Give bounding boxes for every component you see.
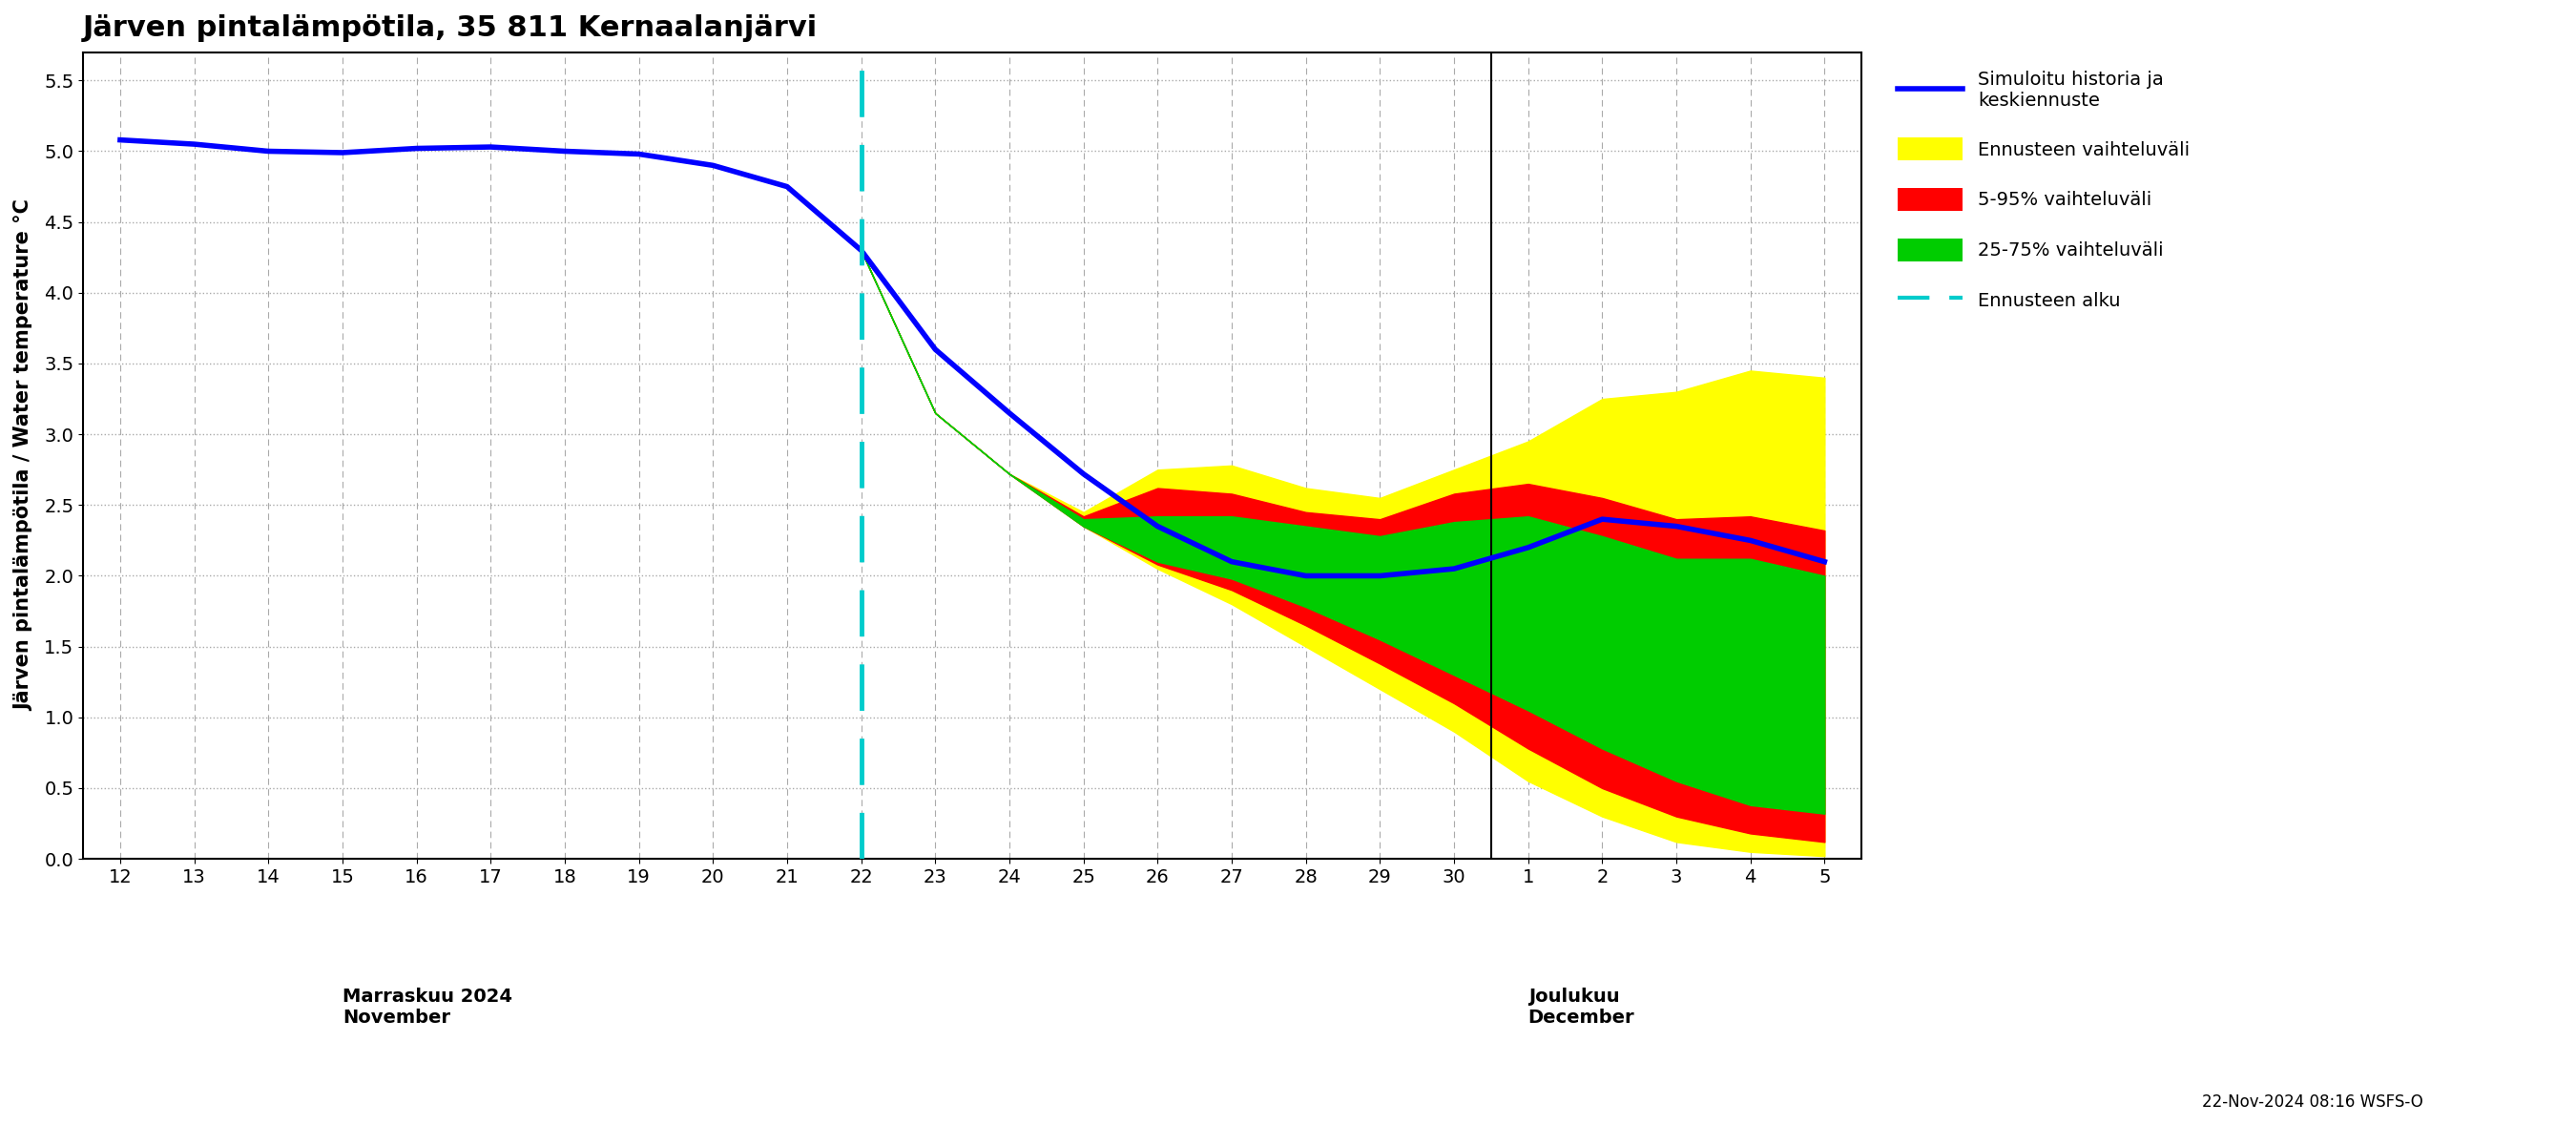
Legend: Simuloitu historia ja
keskiennuste, Ennusteen vaihteluväli, 5-95% vaihteluväli, : Simuloitu historia ja keskiennuste, Ennu… (1888, 62, 2200, 321)
Text: Marraskuu 2024
November: Marraskuu 2024 November (343, 988, 513, 1027)
Y-axis label: Järven pintalämpötila / Water temperature °C: Järven pintalämpötila / Water temperatur… (15, 200, 33, 711)
Text: Joulukuu
December: Joulukuu December (1528, 988, 1636, 1027)
Text: Järven pintalämpötila, 35 811 Kernaalanjärvi: Järven pintalämpötila, 35 811 Kernaalanj… (82, 14, 819, 42)
Text: 22-Nov-2024 08:16 WSFS-O: 22-Nov-2024 08:16 WSFS-O (2202, 1093, 2424, 1111)
